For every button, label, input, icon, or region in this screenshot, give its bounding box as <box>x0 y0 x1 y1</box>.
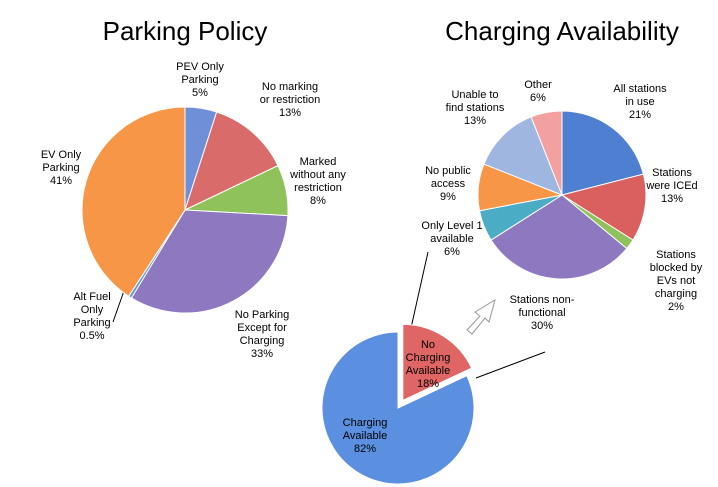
label-line: Only <box>81 304 104 316</box>
label-line: Parking <box>181 74 218 86</box>
slice-label: Only Level 1 available <box>421 220 482 245</box>
pie-slice <box>321 331 475 485</box>
label-line: access <box>431 178 466 190</box>
value-label: 2% <box>668 301 684 313</box>
pie-slice <box>184 111 279 211</box>
pie-slice <box>81 106 186 297</box>
pie-slice <box>560 173 647 241</box>
value-label: 30% <box>531 320 553 332</box>
label-line: No public <box>425 165 471 177</box>
label-line: EV Only <box>41 149 82 161</box>
slice-label: Stations non-functional <box>510 294 575 319</box>
label-line: Alt Fuel <box>73 291 110 303</box>
label-line: Stations <box>656 249 696 261</box>
label-line: Unable to <box>451 89 498 101</box>
slice-label: EV Only Parking <box>41 149 82 174</box>
value-label: 9% <box>440 191 456 203</box>
value-label: 41% <box>50 175 72 187</box>
value-label: 18% <box>417 378 439 390</box>
label-line: blocked by <box>650 262 703 274</box>
label-line: functional <box>518 307 565 319</box>
label-line: Charging <box>240 335 285 347</box>
value-label: 5% <box>192 87 208 99</box>
value-label: 82% <box>354 443 376 455</box>
value-label: 13% <box>661 193 683 205</box>
label-line: Parking <box>42 162 79 174</box>
label-line: Charging <box>343 417 388 429</box>
slice-label: Charging Available <box>343 417 388 442</box>
label-line: available <box>430 233 473 245</box>
label-line: or restriction <box>260 94 321 106</box>
value-label: 33% <box>251 348 273 360</box>
label-line: Stations non- <box>510 294 575 306</box>
pie-slice <box>530 110 563 196</box>
label-line: Only Level 1 <box>421 220 482 232</box>
label-line: find stations <box>446 102 505 114</box>
slice-label: Other <box>524 79 552 91</box>
slice-label: Unable to find stations <box>446 89 505 114</box>
value-label: 0.5% <box>79 330 104 342</box>
value-label: 6% <box>444 246 460 258</box>
label-line: Except for <box>237 322 287 334</box>
pie-slice <box>130 209 289 314</box>
label-line: PEV Only <box>176 61 224 73</box>
label-line: No Parking <box>235 309 289 321</box>
leader-line <box>112 287 126 323</box>
pie-slice <box>561 110 644 196</box>
pie-slice <box>402 323 473 402</box>
slice-label: Stations were ICEd <box>645 167 697 192</box>
slice-label: No Charging Available <box>406 339 451 377</box>
slice-label: No Parking Except for Charging <box>235 309 289 347</box>
label-line: All stations <box>613 83 667 95</box>
label-line: No marking <box>262 81 318 93</box>
slice-label: Marked without any restriction <box>289 156 346 194</box>
slice-label: PEV Only Parking <box>176 61 224 86</box>
label-line: charging <box>655 288 697 300</box>
value-label: 6% <box>530 92 546 104</box>
connector-line <box>410 251 429 329</box>
value-label: 13% <box>464 115 486 127</box>
pie-slice <box>483 116 563 196</box>
slice-label: All stations in use <box>613 83 667 108</box>
slice-label: Alt Fuel Only Parking <box>73 291 110 329</box>
label-line: in use <box>625 96 654 108</box>
slice-label: No marking or restriction <box>260 81 321 106</box>
label-line: Stations <box>652 167 692 179</box>
arrow <box>466 298 496 335</box>
label-line: EVs not <box>657 275 696 287</box>
connector-line <box>475 351 546 379</box>
label-line: Charging <box>406 352 451 364</box>
value-label: 21% <box>629 109 651 121</box>
slice-label: No public access <box>425 165 471 190</box>
label-line: Marked <box>300 156 337 168</box>
label-line: restriction <box>294 182 342 194</box>
slice-label: Stations blocked by EVs not charging <box>650 249 703 300</box>
label-line: Available <box>406 365 450 377</box>
label-line: were ICEd <box>645 180 697 192</box>
chart-title: Charging Availability <box>445 16 679 46</box>
label-line: Parking <box>73 317 110 329</box>
chart-title: Parking Policy <box>103 16 268 46</box>
label-line: without any <box>289 169 346 181</box>
label-line: Available <box>343 430 387 442</box>
pie-slice <box>490 194 628 280</box>
label-line: No <box>421 339 435 351</box>
value-label: 8% <box>310 195 326 207</box>
value-label: 13% <box>279 107 301 119</box>
